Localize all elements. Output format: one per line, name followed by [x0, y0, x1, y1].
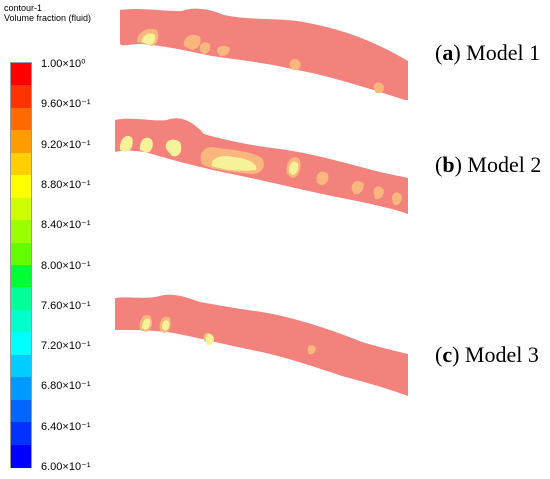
color-swatch: [11, 287, 31, 311]
color-swatch: [11, 399, 31, 423]
color-swatch: [11, 422, 31, 446]
caption-model-1: (a) Model 1: [435, 40, 541, 65]
color-swatch: [11, 354, 31, 378]
yellow-zone: [288, 161, 299, 175]
yellow-zone: [142, 318, 151, 330]
orange-zone: [289, 58, 301, 71]
color-swatch: [11, 309, 31, 333]
orange-zone: [199, 42, 211, 54]
color-swatch: [11, 107, 31, 131]
color-swatch: [11, 85, 31, 109]
color-swatch: [11, 175, 31, 199]
caption-letter: c: [442, 342, 453, 367]
fluid-region: [120, 8, 408, 100]
caption-letter: b: [442, 152, 455, 177]
yellow-zone: [165, 139, 182, 157]
yellow-zone: [211, 156, 257, 171]
fluid-region: [115, 294, 408, 396]
color-swatch: [11, 242, 31, 266]
color-scale-tick-label: 9.20×10⁻¹: [41, 138, 91, 151]
contour-panel-model-3: [115, 294, 408, 396]
color-scale-tick-label: 6.40×10⁻¹: [41, 420, 91, 433]
color-scale-tick-label: 7.20×10⁻¹: [41, 340, 91, 353]
color-swatch: [11, 130, 31, 154]
color-swatch: [11, 152, 31, 176]
orange-zone: [316, 171, 329, 186]
contour-variable: Volume fraction (fluid): [4, 13, 92, 23]
color-scale-tick-label: 8.80×10⁻¹: [41, 178, 91, 191]
color-scale-tick-label: 9.60×10⁻¹: [41, 98, 91, 111]
yellow-zone: [142, 33, 156, 45]
contour-panel-model-2: [115, 118, 408, 214]
orange-zone: [373, 186, 384, 200]
yellow-zone: [205, 333, 214, 346]
yellow-zone: [119, 135, 133, 152]
color-swatch: [11, 63, 31, 87]
orange-zone: [373, 82, 385, 94]
caption-letter: a: [442, 40, 454, 65]
color-swatch: [11, 265, 31, 289]
orange-zone: [391, 192, 402, 206]
color-scale-tick-label: 8.40×10⁻¹: [41, 219, 91, 232]
color-scale-tick-label: 6.00×10⁻¹: [41, 461, 91, 473]
yellow-zone: [162, 320, 170, 331]
color-scale-tick-label: 7.60×10⁻¹: [41, 299, 91, 312]
orange-zone: [351, 181, 364, 195]
caption-model-2: (b) Model 2: [435, 152, 542, 177]
orange-zone: [183, 34, 201, 50]
caption-model-3: (c) Model 3: [435, 342, 539, 367]
contour-name: contour-1: [4, 3, 43, 13]
color-scale-tick-label: 8.00×10⁻¹: [41, 259, 91, 272]
yellow-zone: [139, 137, 153, 153]
color-scale-bar: [10, 62, 32, 468]
color-swatch: [11, 197, 31, 221]
color-swatch: [11, 444, 31, 468]
contour-panel-model-1: [120, 8, 408, 100]
orange-zone: [216, 45, 230, 57]
color-scale-tick-label: 6.80×10⁻¹: [41, 380, 91, 393]
color-swatch: [11, 377, 31, 401]
orange-zone: [307, 345, 316, 355]
color-swatch: [11, 332, 31, 356]
color-scale-tick-label: 1.00×10⁰: [41, 58, 86, 70]
color-swatch: [11, 220, 31, 244]
contour-header: contour-1 Volume fraction (fluid): [4, 3, 91, 23]
